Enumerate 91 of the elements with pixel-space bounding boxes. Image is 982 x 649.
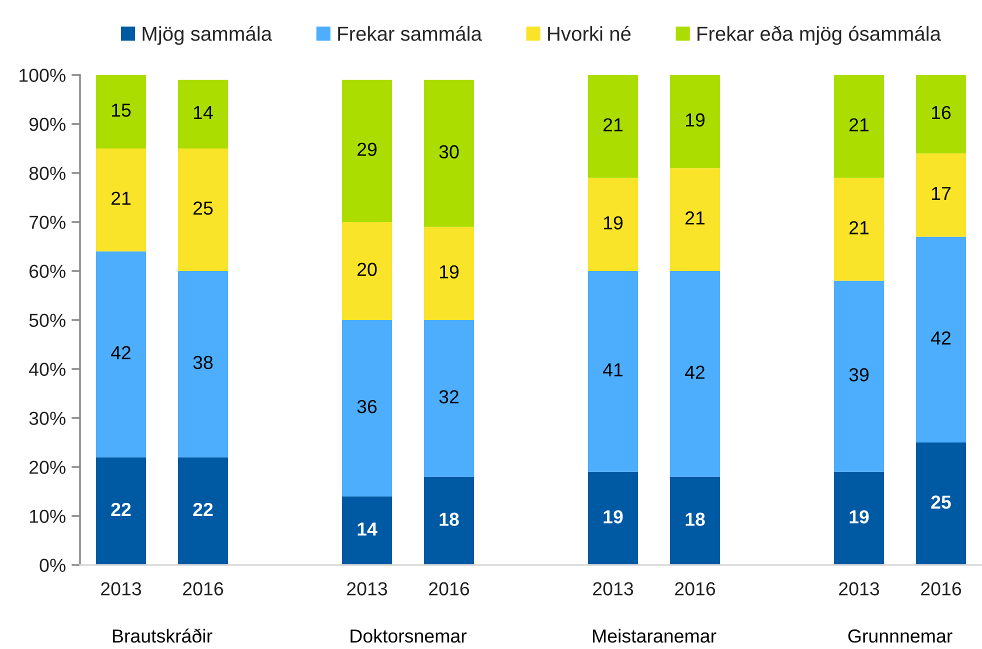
legend-label: Frekar sammála bbox=[338, 26, 482, 41]
data-label: 19 bbox=[440, 265, 459, 278]
y-tick-label: 0% bbox=[40, 558, 66, 572]
x-tick-label: 2013 bbox=[839, 582, 880, 596]
bar bbox=[588, 178, 638, 271]
data-label: 36 bbox=[357, 400, 377, 414]
y-tick-label: 90% bbox=[29, 118, 66, 131]
bar bbox=[96, 75, 146, 148]
bar bbox=[916, 75, 966, 154]
data-label: 19 bbox=[686, 113, 705, 127]
bar bbox=[96, 148, 146, 252]
x-tick-label: 2016 bbox=[429, 582, 470, 596]
x-tick-label: 2016 bbox=[183, 582, 224, 596]
bar bbox=[424, 476, 474, 565]
data-label: 19 bbox=[604, 510, 623, 524]
data-label: 42 bbox=[931, 331, 950, 344]
data-label: 42 bbox=[111, 346, 130, 360]
bar bbox=[834, 280, 884, 472]
bar bbox=[670, 271, 720, 477]
y-tick-label: 20% bbox=[30, 460, 66, 474]
text: Brautskráðir bbox=[113, 628, 212, 643]
data-label: 22 bbox=[111, 502, 131, 516]
data-label: 14 bbox=[358, 522, 378, 536]
data-label: 38 bbox=[193, 356, 213, 370]
data-label: 16 bbox=[932, 106, 951, 120]
legend-label: Hvorki né bbox=[548, 26, 631, 41]
data-label: 21 bbox=[686, 211, 705, 224]
bar bbox=[916, 153, 966, 237]
text: Meistaranemar bbox=[593, 628, 716, 643]
bar bbox=[342, 320, 392, 496]
x-tick-label: 2013 bbox=[593, 582, 634, 596]
y-tick-label: 80% bbox=[29, 166, 66, 180]
y-tick-label: 100% bbox=[20, 68, 66, 82]
y-tick-label: 10% bbox=[30, 510, 66, 523]
x-tick-label: 2013 bbox=[101, 582, 142, 596]
x-tick-label: 2013 bbox=[347, 582, 388, 596]
bar bbox=[424, 320, 474, 477]
data-label: 21 bbox=[604, 118, 623, 132]
bar bbox=[96, 251, 146, 458]
data-label: 22 bbox=[193, 502, 213, 516]
y-tick-label: 40% bbox=[29, 362, 66, 376]
y-tick-label: 50% bbox=[29, 314, 66, 327]
data-label: 15 bbox=[112, 104, 131, 117]
data-label: 18 bbox=[686, 512, 705, 526]
data-label: 29 bbox=[358, 142, 377, 156]
bar bbox=[834, 75, 884, 178]
bar bbox=[342, 496, 392, 565]
bar bbox=[342, 222, 392, 320]
y-tick-label: 60% bbox=[30, 264, 66, 278]
x-tick-label: 2016 bbox=[675, 582, 716, 596]
bar bbox=[342, 80, 392, 222]
y-tick-label: 70% bbox=[30, 216, 66, 229]
data-label: 21 bbox=[112, 192, 131, 205]
x-tick-label: 2016 bbox=[921, 582, 962, 596]
data-label: 21 bbox=[850, 118, 869, 132]
data-label: 30 bbox=[439, 145, 459, 158]
data-label: 39 bbox=[849, 368, 869, 382]
legend-label: Frekar eða mjög ósammála bbox=[698, 26, 942, 45]
bar bbox=[96, 457, 146, 565]
bar bbox=[178, 457, 228, 565]
bar bbox=[670, 168, 720, 271]
bar bbox=[178, 271, 228, 458]
data-label: 21 bbox=[850, 221, 869, 234]
data-label: 25 bbox=[194, 202, 213, 215]
data-label: 18 bbox=[440, 512, 459, 526]
text: Grunnnemar bbox=[848, 629, 952, 643]
data-label: 42 bbox=[685, 366, 704, 379]
bar bbox=[178, 148, 228, 271]
data-label: 32 bbox=[439, 390, 458, 404]
legend-label: Mjög sammála bbox=[142, 26, 272, 45]
bar bbox=[178, 80, 228, 148]
bar bbox=[916, 442, 966, 565]
bar bbox=[588, 271, 638, 472]
bar bbox=[588, 472, 638, 565]
bar bbox=[834, 472, 884, 565]
bar bbox=[834, 178, 884, 281]
data-label: 14 bbox=[194, 106, 213, 120]
data-label: 17 bbox=[932, 187, 950, 200]
data-label: 20 bbox=[358, 262, 377, 276]
bar bbox=[916, 236, 966, 442]
data-label: 25 bbox=[931, 496, 951, 509]
bar bbox=[424, 80, 474, 227]
bar bbox=[670, 476, 720, 565]
y-tick-label: 30% bbox=[29, 412, 66, 425]
data-label: 19 bbox=[604, 216, 623, 230]
data-label: 41 bbox=[603, 363, 623, 376]
bar bbox=[588, 75, 638, 178]
text: Doktorsnemar bbox=[350, 628, 467, 643]
bar bbox=[670, 75, 720, 168]
bar bbox=[424, 226, 474, 320]
data-label: 19 bbox=[850, 510, 869, 524]
